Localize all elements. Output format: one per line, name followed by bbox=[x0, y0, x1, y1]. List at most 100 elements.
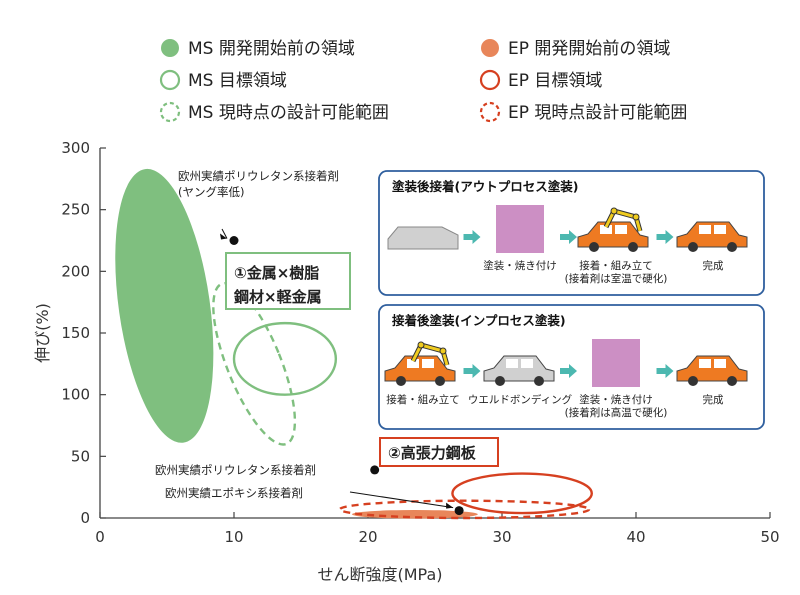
step-label-3: 完成 bbox=[703, 393, 724, 406]
callout-text-steel: ②高張力鋼板 bbox=[388, 444, 477, 462]
robot-car-body-window-rear bbox=[615, 225, 627, 234]
y-tick-label: 200 bbox=[61, 262, 90, 280]
x-tick-label: 0 bbox=[95, 528, 105, 546]
robot-car-body-window-front bbox=[407, 359, 419, 368]
y-tick-label: 150 bbox=[61, 324, 90, 342]
step-label-2: 接着・組み立て(接着剤は室温で硬化) bbox=[565, 259, 668, 285]
data-point-2 bbox=[454, 506, 464, 516]
process-panel-1: 接着後塗装(インプロセス塗装) 接着・組み立て ウエルドボンディング 塗装・焼き付け(… bbox=[378, 304, 765, 430]
robot-car-body-body bbox=[384, 355, 456, 382]
gray-car-icon-window-front bbox=[506, 359, 518, 368]
legend-label-0: MS 開発開始前の領域 bbox=[188, 39, 355, 59]
y-tick-label: 250 bbox=[61, 201, 90, 219]
legend-marker-3 bbox=[481, 39, 499, 57]
callout-text-materials: ①金属×樹脂鋼材×軽金属 bbox=[233, 264, 322, 306]
flow-arrow bbox=[463, 230, 481, 244]
flow-arrow bbox=[560, 230, 577, 244]
step-label-2: 塗装・焼き付け(接着剤は高温で硬化) bbox=[565, 393, 668, 419]
step-label-1: 塗装・焼き付け bbox=[483, 259, 557, 272]
paint-block-icon bbox=[496, 205, 544, 253]
y-tick-label: 0 bbox=[80, 509, 90, 527]
x-tick-label: 10 bbox=[224, 528, 243, 546]
finished-car-icon-body bbox=[676, 221, 748, 248]
robot-arm bbox=[604, 209, 642, 232]
robot-car-body-wheel-rear bbox=[628, 242, 638, 252]
robot-joint bbox=[439, 347, 447, 355]
gray-car-icon bbox=[483, 355, 555, 386]
robot-car-body-wheel-front bbox=[589, 242, 599, 252]
legend-label-5: EP 現時点設計可能範囲 bbox=[508, 103, 687, 123]
robot-car-body bbox=[384, 355, 456, 386]
y-tick-label: 300 bbox=[61, 139, 90, 157]
finished-car-icon bbox=[676, 355, 748, 386]
pointer-arrow-2 bbox=[446, 502, 454, 509]
finished-car-icon-wheel-rear bbox=[727, 242, 737, 252]
robot-joint bbox=[610, 207, 618, 215]
legend-label-2: MS 現時点の設計可能範囲 bbox=[188, 103, 389, 123]
legend-marker-4 bbox=[479, 69, 501, 91]
panel-title: 塗装後接着(アウトプロセス塗装) bbox=[392, 179, 578, 194]
finished-car-icon-wheel-front bbox=[688, 376, 698, 386]
robot-car-body-wheel-rear bbox=[435, 376, 445, 386]
y-axis-label: 伸び(%) bbox=[33, 303, 52, 363]
data-point-0 bbox=[229, 236, 239, 245]
x-tick-label: 20 bbox=[358, 528, 377, 546]
x-axis-label: せん断強度(MPa) bbox=[317, 565, 442, 584]
callout-box-materials bbox=[225, 252, 351, 310]
robot-car-body bbox=[577, 221, 649, 252]
legend-label-3: EP 開発開始前の領域 bbox=[508, 39, 670, 59]
flow-arrow bbox=[560, 364, 577, 378]
y-tick-label: 100 bbox=[61, 386, 90, 404]
data-point-label-0: 欧州実績ポリウレタン系接着剤(ヤング率低) bbox=[178, 169, 339, 199]
flow-arrow bbox=[656, 230, 674, 244]
x-tick-label: 50 bbox=[760, 528, 779, 546]
pointer-line-2 bbox=[349, 491, 454, 509]
region-ellipse-2 bbox=[212, 281, 297, 446]
robot-car-body-window-front bbox=[600, 225, 612, 234]
data-point-1 bbox=[370, 465, 380, 475]
robot-joint bbox=[417, 341, 425, 349]
step-label-1: ウエルドボンディング bbox=[468, 393, 573, 406]
robot-car-icon bbox=[577, 207, 649, 252]
data-point-label-1: 欧州実績ポリウレタン系接着剤 bbox=[155, 463, 316, 477]
callouts: ①金属×樹脂鋼材×軽金属 ②高張力鋼板 bbox=[225, 252, 499, 467]
process-panel-0: 塗装後接着(アウトプロセス塗装) 塗装・焼き付け 接着・組み立て(接着剤は室温で硬化… bbox=[378, 170, 765, 296]
step-label-3: 完成 bbox=[703, 259, 724, 272]
finished-car-icon-wheel-rear bbox=[727, 376, 737, 386]
legend-marker-0 bbox=[161, 39, 179, 57]
body-shell-icon bbox=[387, 226, 459, 250]
regions bbox=[115, 168, 593, 520]
callout-box-steel bbox=[379, 437, 499, 467]
process-panels: 塗装後接着(アウトプロセス塗装) 塗装・焼き付け 接着・組み立て(接着剤は室温で硬化… bbox=[378, 170, 765, 430]
gray-car-icon-wheel-front bbox=[495, 376, 505, 386]
gray-car-icon-body bbox=[483, 355, 555, 382]
pointer-line-0 bbox=[221, 228, 228, 239]
robot-joint bbox=[632, 213, 640, 221]
robot-car-body-wheel-front bbox=[396, 376, 406, 386]
finished-car-icon-body bbox=[676, 355, 748, 382]
gray-car-icon-wheel-rear bbox=[534, 376, 544, 386]
finished-car-icon-window-rear bbox=[714, 225, 726, 234]
finished-car-icon-window-rear bbox=[714, 359, 726, 368]
legend-marker-2 bbox=[159, 101, 181, 123]
data-points: 欧州実績ポリウレタン系接着剤(ヤング率低) 欧州実績ポリウレタン系接着剤欧州実績エ… bbox=[155, 169, 464, 516]
data-point-label-2: 欧州実績エポキシ系接着剤 bbox=[165, 486, 303, 500]
legend-marker-5 bbox=[479, 101, 501, 123]
flow-arrow bbox=[656, 364, 674, 378]
pointer-arrow-0 bbox=[220, 233, 227, 240]
paint-block-icon bbox=[592, 339, 640, 387]
finished-car-icon bbox=[676, 221, 748, 252]
robot-arm bbox=[411, 343, 449, 366]
finished-car-icon-window-front bbox=[699, 359, 711, 368]
robot-car-body-body bbox=[577, 221, 649, 248]
finished-car-icon-window-front bbox=[699, 225, 711, 234]
legend-label-4: EP 目標領域 bbox=[508, 71, 602, 91]
finished-car-icon-wheel-front bbox=[688, 242, 698, 252]
robot-car-body-window-rear bbox=[422, 359, 434, 368]
legend-marker-1 bbox=[159, 69, 181, 91]
robot-car-icon bbox=[384, 341, 456, 386]
legend: MS 開発開始前の領域 MS 目標領域 MS 現時点の設計可能範囲 EP 開発開始前の… bbox=[159, 39, 687, 123]
legend-label-1: MS 目標領域 bbox=[188, 71, 287, 91]
panel-title: 接着後塗装(インプロセス塗装) bbox=[392, 313, 566, 328]
